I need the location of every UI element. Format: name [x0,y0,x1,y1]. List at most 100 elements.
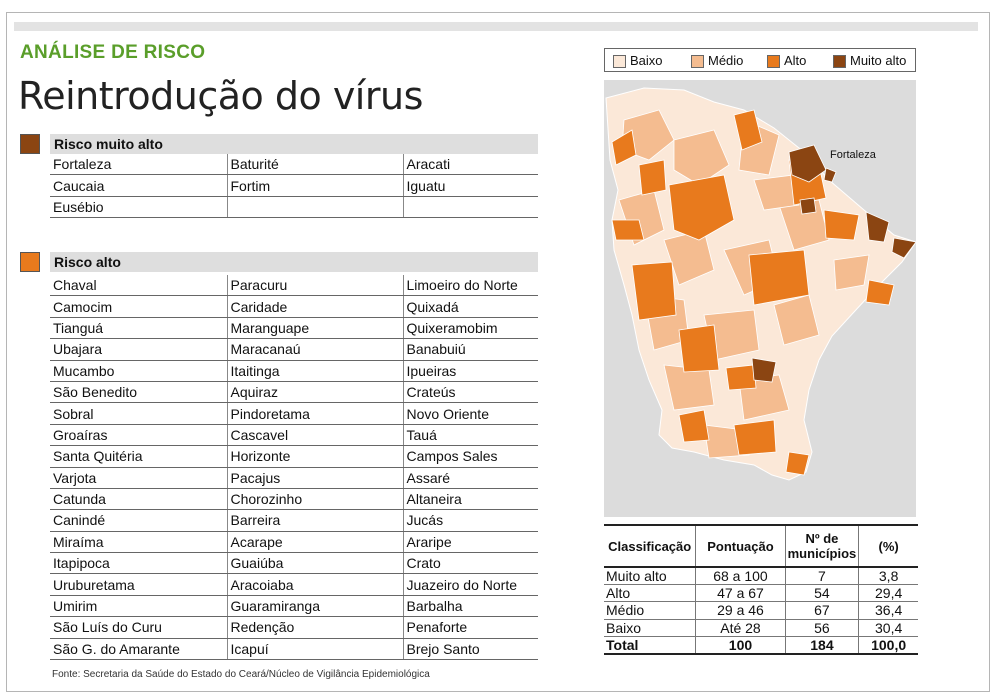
stats-cell: 3,8 [858,567,918,586]
stats-cell: 29 a 46 [695,601,786,620]
stats-cell: 47 a 67 [695,584,786,603]
municipality-row: Catunda Chorozinho Altaneira [50,488,538,511]
municipality-cell: Novo Oriente [402,402,538,425]
stats-cell: Muito alto [604,567,696,586]
municipality-row: Ubajara Maracanaú Banabuiú [50,338,538,361]
municipality-cell [402,196,538,219]
stats-table: Classificação Pontuação Nº de municípios… [604,524,918,655]
municipality-cell: Caucaia [50,174,227,197]
municipality-row: Uruburetama Aracoiaba Juazeiro do Norte [50,573,538,596]
municipality-cell: Paracuru [226,275,403,297]
municipality-cell: Umirim [50,595,227,618]
municipality-row: Varjota Pacajus Assaré [50,467,538,489]
stats-cell: 56 [784,619,859,637]
municipality-cell: Banabuiú [402,338,538,361]
municipality-cell [226,196,403,219]
alto-regions [611,109,895,476]
municipality-cell: Mucambo [50,360,227,382]
alto-header: Risco alto [50,252,538,272]
municipality-row: Umirim Guaramiranga Barbalha [50,595,538,618]
stats-cell: Até 28 [695,619,786,637]
municipality-row: Camocim Caridade Quixadá [50,295,538,318]
municipality-cell: Araripe [402,531,538,554]
municipality-cell: Iguatu [402,174,538,197]
legend-baixo: Baixo [613,53,663,69]
stats-total-cell: 184 [784,636,859,655]
ceara-map: Fortaleza [604,80,917,517]
municipality-cell: São Luís do Curu [50,616,227,639]
municipality-cell: Varjota [50,467,227,489]
muito-alto-swatch [20,134,40,154]
headline: Reintrodução do vírus [18,74,423,118]
legend-muito-alto-swatch [833,55,846,69]
legend-medio-label: Médio [708,53,744,68]
municipality-cell: São G. do Amarante [50,638,227,661]
municipality-cell: Camocim [50,295,227,318]
map-city-label: Fortaleza [830,149,877,161]
municipality-row: São G. do Amarante Icapuí Brejo Santo [50,638,538,661]
municipality-row: Groaíras Cascavel Tauá [50,424,538,447]
municipality-cell: Aquiraz [226,381,403,404]
municipality-cell: Barbalha [402,595,538,618]
municipality-row: Canindé Barreira Jucás [50,509,538,532]
top-bar [14,22,978,31]
municipality-cell: Barreira [226,509,403,532]
municipality-cell: Fortaleza [50,154,227,176]
municipality-row: Miraíma Acarape Araripe [50,531,538,554]
stats-total-cell: 100,0 [858,636,918,655]
municipality-cell: Groaíras [50,424,227,447]
municipality-cell: Crateús [402,381,538,404]
stats-cell: 54 [784,584,859,603]
legend-medio-swatch [691,55,704,69]
municipality-row: Sobral Pindoretama Novo Oriente [50,402,538,425]
municipality-cell: Maracanaú [226,338,403,361]
municipality-cell: Chaval [50,275,227,297]
stats-cell: Médio [604,601,696,620]
municipality-cell: Guaramiranga [226,595,403,618]
legend-baixo-swatch [613,55,626,69]
kicker: ANÁLISE DE RISCO [20,42,206,63]
stats-cell: 68 a 100 [695,567,786,586]
stats-total-row: Total 100 184 100,0 [604,636,918,655]
stats-row: Médio 29 a 46 67 36,4 [604,601,918,620]
municipality-cell: Baturité [226,154,403,176]
stats-header-classificacao: Classificação [604,524,696,568]
municipality-cell: Penaforte [402,616,538,639]
municipality-cell: Itapipoca [50,552,227,575]
municipality-cell: Cascavel [226,424,403,447]
legend-muito-alto: Muito alto [833,53,906,69]
stats-total-cell: Total [604,636,696,655]
municipality-cell: Icapuí [226,638,403,661]
source-note: Fonte: Secretaria da Saúde do Estado do … [52,669,430,680]
municipality-cell: Eusébio [50,196,227,219]
municipality-cell: Assaré [402,467,538,489]
municipality-cell: Uruburetama [50,573,227,596]
municipality-cell: Acarape [226,531,403,554]
stats-header-pontuacao: Pontuação [695,524,786,568]
municipality-cell: Tianguá [50,317,227,340]
municipality-row: Itapipoca Guaiúba Crato [50,552,538,575]
stats-cell: 36,4 [858,601,918,620]
alto-table: Chaval Paracuru Limoeiro do Norte Camocim Ca… [50,275,538,661]
stats-cell: 67 [784,601,859,620]
municipality-cell: Crato [402,552,538,575]
municipality-row: Eusébio [50,196,538,219]
map-legend: Baixo Médio Alto Muito alto [604,48,916,72]
muito-alto-header: Risco muito alto [50,134,538,154]
municipality-cell: Chorozinho [226,488,403,511]
municipality-row: São Luís do Curu Redenção Penaforte [50,616,538,639]
stats-cell: 30,4 [858,619,918,637]
municipality-cell: Maranguape [226,317,403,340]
muito-alto-regions [751,144,917,383]
municipality-cell: Tauá [402,424,538,447]
municipality-cell: Quixadá [402,295,538,318]
stats-header-row: Classificação Pontuação Nº de municípios… [604,524,918,568]
municipality-cell: Quixeramobim [402,317,538,340]
municipality-row: Chaval Paracuru Limoeiro do Norte [50,275,538,297]
stats-cell: 29,4 [858,584,918,603]
municipality-cell: Miraíma [50,531,227,554]
municipality-cell: Pindoretama [226,402,403,425]
municipality-cell: Pacajus [226,467,403,489]
municipality-cell: Horizonte [226,445,403,468]
municipality-cell: Caridade [226,295,403,318]
